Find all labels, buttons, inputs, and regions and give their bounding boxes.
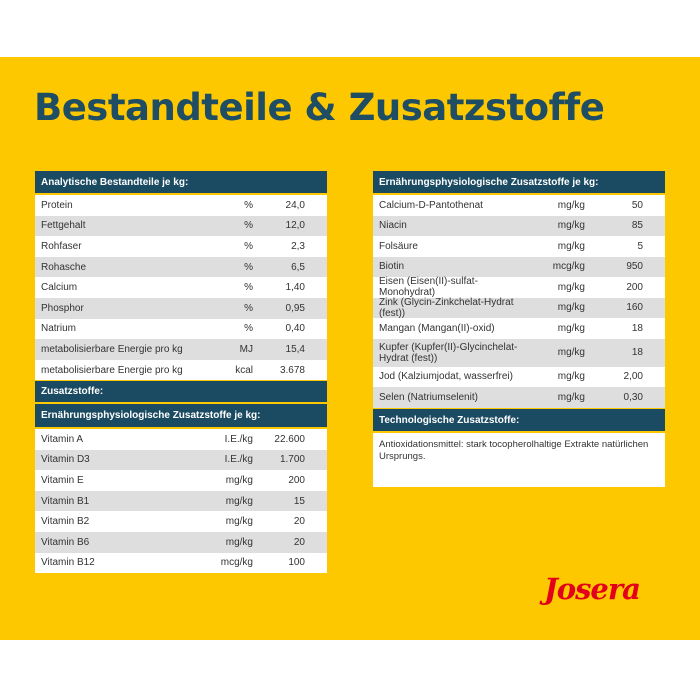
table-row: Selen (Natriumselenit) mg/kg 0,30 bbox=[373, 387, 665, 408]
table-row: Niacin mg/kg 85 bbox=[373, 215, 665, 236]
technological-additives-panel: Technologische Zusatzstoffe: Antioxidati… bbox=[373, 409, 665, 487]
nutritional-header: Ernährungsphysiologische Zusatzstoffe je… bbox=[373, 171, 665, 195]
table-row: Eisen (Eisen(II)-sulfat-Monohydrat) mg/kg… bbox=[373, 276, 665, 298]
analytical-components-table: Analytische Bestandteile je kg: Protein%… bbox=[35, 171, 327, 381]
table-row: Rohfaser% 2,3 bbox=[35, 236, 327, 257]
table-row: Folsäure mg/kg 5 bbox=[373, 236, 665, 257]
josera-logo: Josera bbox=[544, 572, 641, 606]
table-row: Phosphor% 0,95 bbox=[35, 297, 327, 319]
table-row: Calcium-D-Pantothenat mg/kg 50 bbox=[373, 195, 665, 216]
table-row: Vitamin A I.E./kg 22.600 bbox=[35, 429, 327, 450]
table-row: metabolisierbare Energie pro kg kcal 3.678 bbox=[35, 359, 327, 381]
table-row: Vitamin B12 mcg/kg 100 bbox=[35, 552, 327, 574]
table-row: Vitamin B2 mg/kg 20 bbox=[35, 511, 327, 532]
additives-rows: Vitamin A I.E./kg 22.600 Vitamin D3 I.E./kg… bbox=[35, 429, 327, 574]
table-row: Vitamin D3 I.E./kg 1.700 bbox=[35, 449, 327, 471]
nutritional-rows: Calcium-D-Pantothenat mg/kg 50 Niacin mg/kg… bbox=[373, 195, 665, 408]
table-row: Zink (Glycin-Zinkchelat-Hydrat (fest)) mg… bbox=[373, 297, 665, 319]
table-row: Jod (Kalziumjodat, wasserfrei) mg/kg 2,00 bbox=[373, 366, 665, 387]
analytical-header: Analytische Bestandteile je kg: bbox=[35, 171, 327, 195]
table-row: Rohasche% 6,5 bbox=[35, 256, 327, 278]
additives-subheader: Ernährungsphysiologische Zusatzstoffe je… bbox=[35, 404, 327, 429]
table-row: Mangan (Mangan(II)-oxid) mg/kg 18 bbox=[373, 318, 665, 339]
table-row: Vitamin B6 mg/kg 20 bbox=[35, 531, 327, 553]
table-row: Kupfer (Kupfer(II)-Glycinchelat-Hydrat (… bbox=[373, 338, 665, 367]
table-row: Natrium% 0,40 bbox=[35, 318, 327, 340]
table-row: Fettgehalt% 12,0 bbox=[35, 215, 327, 237]
technological-header: Technologische Zusatzstoffe: bbox=[373, 409, 665, 433]
table-row: Calcium% 1,40 bbox=[35, 277, 327, 298]
nutritional-additives-table: Ernährungsphysiologische Zusatzstoffe je… bbox=[373, 171, 665, 408]
additives-header: Zusatzstoffe: bbox=[35, 381, 327, 404]
analytical-rows: Protein% 24,0 Fettgehalt% 12,0 Rohfaser% 2,… bbox=[35, 195, 327, 381]
additives-table: Zusatzstoffe: Ernährungsphysiologische Z… bbox=[35, 381, 327, 574]
table-row: Vitamin B1 mg/kg 15 bbox=[35, 490, 327, 512]
table-row: metabolisierbare Energie pro kg MJ 15,4 bbox=[35, 339, 327, 360]
table-row: Biotin mcg/kg 950 bbox=[373, 256, 665, 277]
page-title: Bestandteile & Zusatzstoffe bbox=[34, 86, 605, 129]
table-row: Protein% 24,0 bbox=[35, 195, 327, 216]
technological-text: Antioxidationsmittel: stark tocopherolha… bbox=[379, 439, 649, 462]
